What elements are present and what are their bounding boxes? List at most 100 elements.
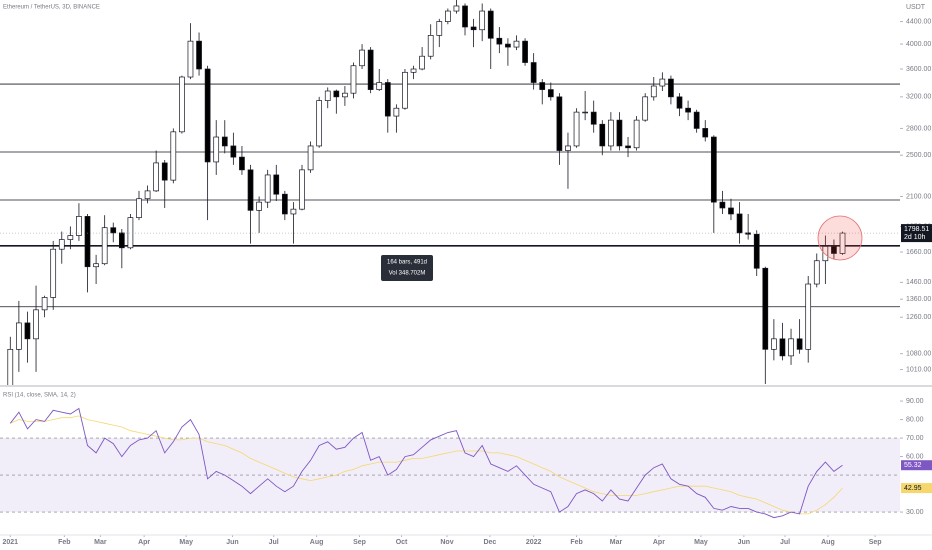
x-tick-label: Dec [483, 539, 496, 546]
candle-body [522, 40, 528, 63]
y-tick-label: 1080.00 [906, 351, 931, 358]
price-pane [0, 0, 900, 385]
chart-title: Ethereum / TetherUS, 3D, BINANCE [3, 5, 100, 11]
candle-body [273, 174, 280, 195]
candle-body [659, 78, 666, 87]
candle-body [239, 156, 245, 171]
candle-body [685, 107, 691, 113]
candle-body [118, 232, 125, 249]
candle-body [127, 217, 134, 249]
x-tick-label: 2021 [3, 539, 19, 546]
candle-body [728, 207, 734, 215]
candle-body [221, 136, 228, 147]
candle-body [479, 10, 486, 31]
candle-body [230, 145, 237, 158]
candle-body [324, 90, 331, 101]
x-tick-label: Oct [396, 539, 408, 546]
y-tick-label: 1010.00 [906, 366, 931, 373]
candle-body [556, 96, 563, 151]
candle-body [50, 248, 57, 298]
x-tick-label: Aug [310, 539, 324, 546]
measure-tooltip: 164 bars, 491d Vol 348.702M [381, 255, 433, 281]
rsi-line [9, 407, 843, 519]
candle-body [367, 49, 374, 90]
candle-body [771, 338, 777, 350]
candle-body [419, 55, 425, 70]
candle-body [153, 162, 159, 192]
y-tick-label: 3200.00 [906, 94, 931, 101]
candle-body [796, 338, 803, 350]
y-tick-label: 1360.00 [906, 296, 931, 303]
candle-body [196, 40, 202, 70]
candle-body [710, 136, 717, 203]
candle-body [462, 5, 468, 28]
x-tick-label: Feb [58, 539, 70, 546]
candle-body [290, 208, 297, 215]
x-tick-label: Jul [780, 539, 790, 546]
x-tick-label: Mar [94, 539, 107, 546]
candle-body [359, 49, 365, 67]
highlight-circle [817, 215, 863, 261]
x-tick-label: Apr [138, 539, 150, 546]
candle-body [376, 82, 383, 90]
candle-body [831, 246, 837, 254]
candle-body [805, 283, 812, 350]
rsi-tick-label: 90.00 [906, 398, 924, 405]
x-tick-label: Sep [353, 539, 366, 546]
rsi-last-box [901, 460, 932, 471]
candle-body [24, 322, 31, 340]
candle-body [299, 169, 305, 210]
candle-body [136, 198, 142, 218]
candle-body [736, 213, 743, 234]
candle-body [813, 260, 820, 285]
rsi-last-label: 55.32 [904, 462, 922, 469]
tooltip-box [381, 255, 433, 281]
candle-body [625, 145, 631, 149]
candle-body [702, 128, 709, 138]
candle-body [101, 227, 108, 265]
candle-body [110, 227, 117, 234]
candle-body [599, 123, 606, 147]
candle-body [822, 246, 829, 262]
candle-body [58, 239, 65, 250]
candle-body [316, 100, 323, 147]
candle-body [76, 216, 82, 236]
candle-body [436, 21, 443, 36]
candle-body [84, 216, 91, 268]
rsi-tick-label: 30.00 [906, 509, 924, 516]
x-tick-label: Sep [869, 539, 882, 546]
candle-body [256, 201, 262, 211]
candle-body [539, 82, 546, 90]
candle-body [453, 5, 460, 12]
y-tick-label: 3600.00 [906, 66, 931, 73]
candle-body [93, 263, 99, 268]
candle-body [161, 162, 168, 181]
candle-body [565, 145, 571, 151]
x-tick-label: Jul [269, 539, 279, 546]
axes: 4400.00 4000.00 3600.00 3200.00 2800.00 2500.… [3, 18, 932, 546]
candle-body [487, 10, 494, 39]
x-tick-label: Mar [610, 539, 623, 546]
candle-body [179, 76, 185, 133]
candle-body [350, 65, 357, 94]
y-tick-label: 1260.00 [906, 314, 931, 321]
x-tick-label: May [179, 539, 193, 546]
candle-body [745, 232, 751, 235]
candle-body [410, 68, 417, 73]
candle-body [33, 309, 39, 340]
rsi-tick-label: 70.00 [906, 435, 924, 442]
candle-body [505, 43, 511, 48]
rsi-pane [0, 407, 900, 519]
last-price-label: 1798.51 [904, 226, 929, 233]
candle-body [384, 82, 391, 117]
candle-body [281, 193, 288, 215]
y-tick-label: 1460.00 [906, 279, 931, 286]
candle-body [393, 107, 400, 117]
candle-body [633, 119, 640, 149]
candle-body [642, 96, 649, 121]
candle-body [668, 78, 674, 98]
candle-body [333, 90, 340, 98]
candle-body [170, 131, 177, 181]
candle-body [573, 111, 580, 147]
